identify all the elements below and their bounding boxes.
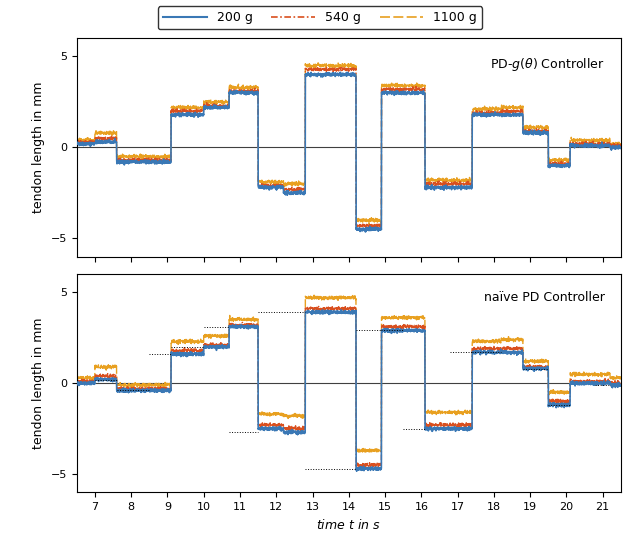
Text: naïve PD Controller: naïve PD Controller [484,292,604,305]
Text: PD-$g(\theta)$ Controller: PD-$g(\theta)$ Controller [490,56,604,73]
Legend: 200 g, 540 g, 1100 g: 200 g, 540 g, 1100 g [158,6,482,29]
Y-axis label: tendon length in mm: tendon length in mm [32,317,45,449]
Y-axis label: tendon length in mm: tendon length in mm [32,82,45,213]
X-axis label: time $t$ in s: time $t$ in s [316,517,381,532]
